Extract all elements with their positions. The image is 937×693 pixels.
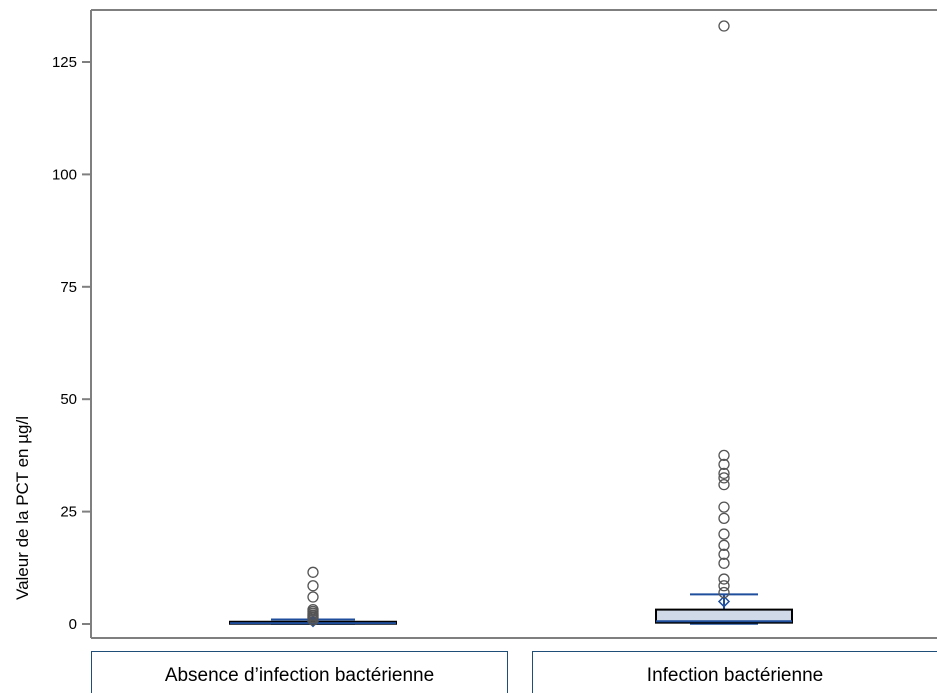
outlier-point (718, 472, 730, 484)
y-ticks: 0 25 50 75 100 125 (52, 54, 91, 633)
box-plots (229, 20, 793, 628)
outlier-point (718, 449, 730, 462)
outlier-point (718, 580, 730, 592)
outlier-point (718, 573, 730, 585)
category-label-absence: Absence d’infection bactérienne (91, 651, 508, 693)
outlier-point (718, 528, 730, 540)
outlier-point (718, 20, 730, 32)
outlier-point (718, 512, 730, 524)
y-tick-label: 50 (60, 391, 77, 408)
y-tick-label: 25 (60, 504, 77, 521)
outlier-point (718, 467, 730, 480)
box-iqr (655, 608, 793, 624)
y-tick-label: 125 (52, 54, 77, 71)
outlier-point (307, 580, 319, 592)
outlier-point (718, 458, 730, 471)
outlier-point (718, 501, 730, 513)
y-tick-label: 0 (69, 616, 77, 633)
y-tick-label: 100 (52, 166, 77, 183)
outlier-point (718, 586, 730, 599)
category-label-infection: Infection bactérienne (532, 651, 937, 693)
outlier-point (718, 557, 730, 569)
y-axis-label: Valeur de la PCT en µg/l (13, 416, 32, 600)
outlier-point (718, 539, 730, 551)
outlier-point (718, 548, 730, 560)
mean-marker (717, 595, 731, 608)
outlier-point (307, 614, 319, 626)
box-group-0 (229, 566, 397, 628)
outlier-point (718, 478, 730, 491)
outlier-point (307, 591, 319, 603)
plot-frame (90, 9, 937, 639)
y-tick-label: 75 (60, 279, 77, 296)
box-group-1 (655, 20, 793, 625)
outlier-point (307, 566, 319, 578)
